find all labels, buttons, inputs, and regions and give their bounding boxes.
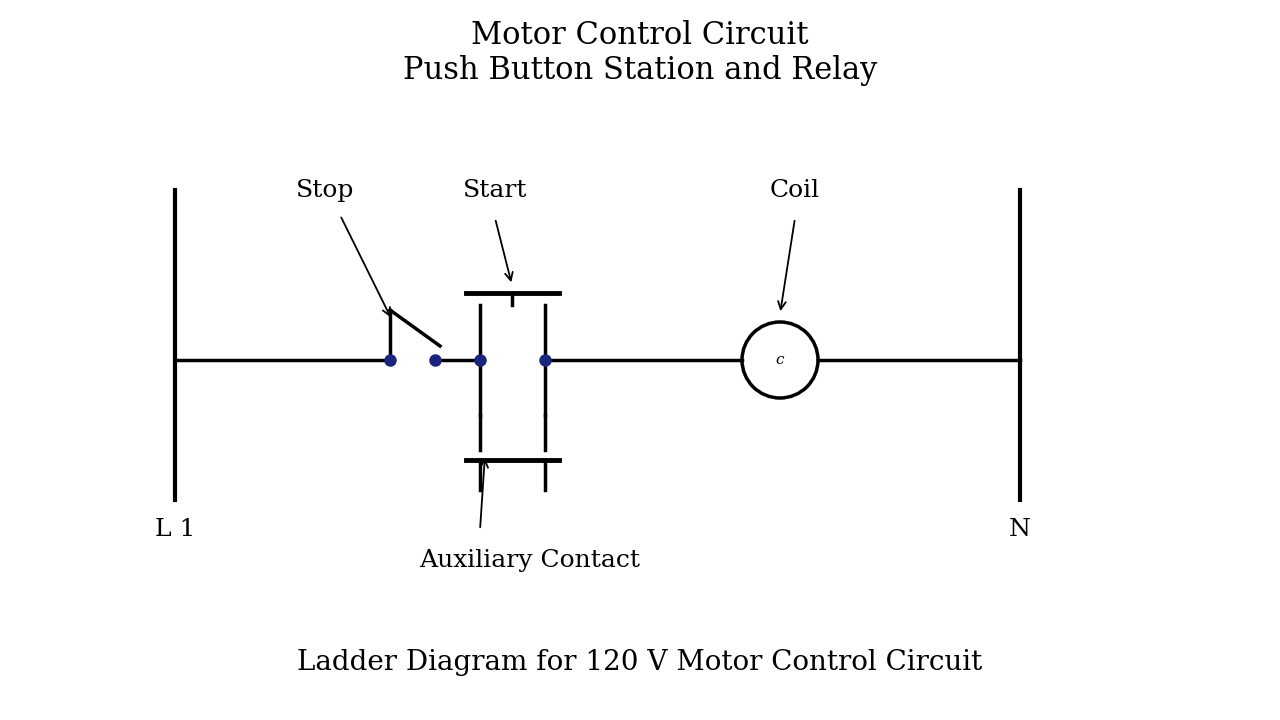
Text: Start: Start — [463, 179, 527, 202]
Text: Coil: Coil — [771, 179, 820, 202]
Text: Stop: Stop — [296, 179, 355, 202]
Text: Auxiliary Contact: Auxiliary Contact — [420, 549, 640, 572]
Text: c: c — [776, 353, 785, 367]
Text: L 1: L 1 — [155, 518, 195, 541]
Text: N: N — [1009, 518, 1030, 541]
Text: Ladder Diagram for 120 V Motor Control Circuit: Ladder Diagram for 120 V Motor Control C… — [297, 649, 983, 675]
Text: Motor Control Circuit: Motor Control Circuit — [471, 19, 809, 50]
Text: Push Button Station and Relay: Push Button Station and Relay — [403, 55, 877, 86]
